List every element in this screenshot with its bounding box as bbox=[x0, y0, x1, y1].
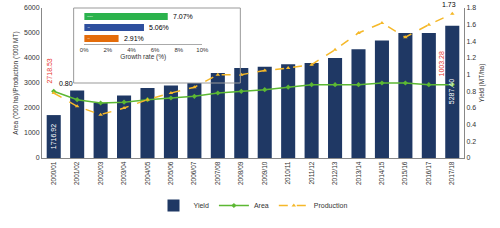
svg-text:2005/06: 2005/06 bbox=[167, 161, 174, 185]
svg-text:0.2: 0.2 bbox=[466, 138, 476, 145]
svg-text:2001/02: 2001/02 bbox=[73, 161, 80, 185]
svg-text:7.07%: 7.07% bbox=[173, 13, 193, 20]
svg-text:Area ('000 ha)/Production ('00: Area ('000 ha)/Production ('000 MT) bbox=[12, 31, 20, 134]
svg-text:2015/16: 2015/16 bbox=[402, 161, 409, 185]
svg-text:5287.40: 5287.40 bbox=[448, 79, 455, 104]
svg-text:4000: 4000 bbox=[24, 54, 40, 61]
svg-text:2013/14: 2013/14 bbox=[355, 161, 362, 185]
svg-text:8%: 8% bbox=[174, 47, 183, 53]
svg-text:0: 0 bbox=[36, 154, 40, 161]
svg-text:2000: 2000 bbox=[24, 104, 40, 111]
svg-text:Area: Area bbox=[254, 202, 269, 209]
svg-text:0.8: 0.8 bbox=[466, 88, 476, 95]
svg-text:2008/09: 2008/09 bbox=[237, 161, 244, 185]
svg-text:2016/17: 2016/17 bbox=[425, 161, 432, 185]
svg-text:2017/18: 2017/18 bbox=[448, 161, 455, 185]
svg-text:10%: 10% bbox=[196, 47, 209, 53]
svg-text:0.80: 0.80 bbox=[59, 80, 73, 87]
svg-text:2006/07: 2006/07 bbox=[191, 161, 198, 185]
svg-text:5000: 5000 bbox=[24, 29, 40, 36]
svg-text:0.4: 0.4 bbox=[466, 121, 476, 128]
svg-text:0%: 0% bbox=[80, 47, 89, 53]
svg-text:1716.92: 1716.92 bbox=[50, 124, 57, 149]
svg-text:2718.53: 2718.53 bbox=[46, 58, 53, 83]
svg-text:4%: 4% bbox=[127, 47, 136, 53]
svg-text:2011/12: 2011/12 bbox=[308, 161, 315, 184]
svg-text:2000/01: 2000/01 bbox=[50, 161, 57, 185]
svg-text:Growth rate (%): Growth rate (%) bbox=[120, 53, 166, 61]
svg-text:3000: 3000 bbox=[24, 79, 40, 86]
svg-text:2002/03: 2002/03 bbox=[97, 161, 104, 185]
svg-text:1003.28: 1003.28 bbox=[438, 51, 445, 76]
svg-text:6%: 6% bbox=[151, 47, 160, 53]
svg-text:1.2: 1.2 bbox=[466, 54, 476, 61]
svg-text:Area: Area bbox=[87, 37, 90, 39]
svg-text:0: 0 bbox=[466, 154, 470, 161]
svg-text:2.91%: 2.91% bbox=[124, 35, 144, 42]
svg-text:1.6: 1.6 bbox=[466, 21, 476, 28]
svg-text:1.4: 1.4 bbox=[466, 38, 476, 45]
svg-text:2004/05: 2004/05 bbox=[144, 161, 151, 185]
svg-text:2%: 2% bbox=[103, 47, 112, 53]
svg-text:1000: 1000 bbox=[24, 129, 40, 136]
svg-text:2010/11: 2010/11 bbox=[284, 161, 291, 184]
svg-text:2014/15: 2014/15 bbox=[378, 161, 385, 185]
svg-text:6000: 6000 bbox=[24, 4, 40, 11]
svg-text:1: 1 bbox=[466, 71, 470, 78]
svg-text:Production: Production bbox=[314, 202, 348, 209]
svg-text:1.73: 1.73 bbox=[442, 1, 456, 8]
svg-text:0.6: 0.6 bbox=[466, 104, 476, 111]
svg-text:2007/08: 2007/08 bbox=[214, 161, 221, 185]
svg-text:Yield: Yield bbox=[87, 27, 90, 28]
svg-text:2009/10: 2009/10 bbox=[261, 161, 268, 185]
svg-text:1.8: 1.8 bbox=[466, 4, 476, 11]
svg-text:Production: Production bbox=[87, 15, 93, 17]
svg-text:2003/04: 2003/04 bbox=[120, 161, 127, 185]
svg-text:Yield (MT/ha): Yield (MT/ha) bbox=[478, 64, 486, 103]
svg-text:5.06%: 5.06% bbox=[149, 24, 169, 31]
svg-text:Yield: Yield bbox=[194, 202, 209, 209]
svg-text:2012/13: 2012/13 bbox=[331, 161, 338, 185]
